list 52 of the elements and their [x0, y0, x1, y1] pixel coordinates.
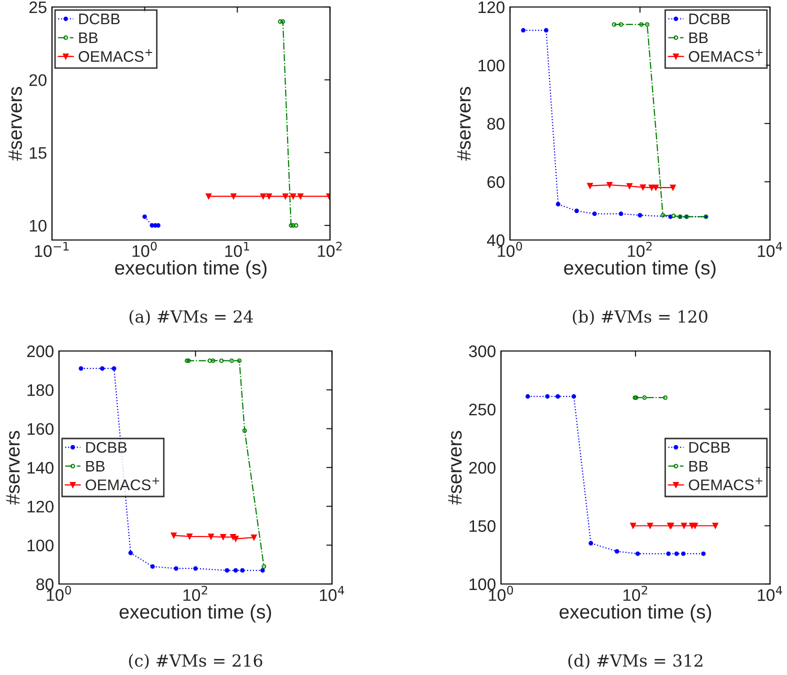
y-axis-title: #servers — [8, 86, 22, 161]
legend-label: BB — [86, 460, 105, 472]
text: (c) #VMs = 216 — [129, 654, 262, 670]
legend-label: DCBB — [689, 442, 730, 453]
legend-label: DCBB — [689, 14, 730, 24]
x-tick-label: 10$^{2}$ — [628, 242, 652, 257]
x-tick-label: 10$^{2}$ — [318, 242, 342, 257]
y-tick-label: 10 — [30, 220, 46, 232]
x-axis-title: execution time (s) — [560, 604, 712, 623]
x-tick-label: 10$^{4}$ — [758, 586, 782, 601]
y-tick-label: 180 — [28, 384, 54, 396]
legend-label: OEMACS$^{+}$ — [688, 49, 762, 62]
legend-label: BB — [689, 460, 708, 472]
y-tick-label: 100 — [478, 60, 504, 72]
y-axis-title: #servers — [448, 430, 462, 505]
legend-label: DCBB — [79, 14, 120, 24]
y-tick-label: 250 — [469, 404, 496, 416]
legend-label: OEMACS$^{+}$ — [688, 478, 762, 490]
x-tick-label: 10$^{2}$ — [183, 586, 208, 601]
x-tick-label: 10$^{2}$ — [623, 586, 648, 601]
x-tick-label: 10$^{4}$ — [320, 586, 344, 601]
y-tick-label: 160 — [28, 423, 54, 435]
y-tick-label: 150 — [470, 520, 496, 532]
text: (a) #VMs = 24 — [130, 310, 253, 326]
x-axis-title: execution time (s) — [120, 604, 272, 623]
x-tick-label: 10$^{4}$ — [758, 242, 782, 257]
legend-label: DCBB — [86, 442, 127, 453]
y-tick-label: 100 — [28, 540, 54, 552]
y-axis-title: #servers — [6, 430, 20, 505]
y-tick-label: 60 — [487, 176, 504, 188]
x-axis-title: execution time (s) — [115, 260, 267, 279]
legend-label: OEMACS$^{+}$ — [78, 49, 152, 62]
y-tick-label: 15 — [30, 147, 46, 159]
y-tick-label: 200 — [469, 462, 496, 474]
text: (b) #VMs = 120 — [572, 310, 708, 326]
y-tick-label: 25 — [29, 1, 46, 14]
x-tick-label: 10$^{−1}$ — [35, 242, 69, 257]
y-tick-label: 140 — [28, 462, 54, 474]
x-axis-title: execution time (s) — [564, 260, 716, 279]
y-tick-label: 300 — [468, 345, 496, 358]
y-tick-label: 120 — [478, 1, 504, 14]
x-tick-label: 10$^{1}$ — [225, 242, 250, 257]
y-tick-label: 200 — [27, 345, 54, 358]
text: (d) #VMs = 312 — [568, 654, 702, 670]
x-tick-label: 10$^{0}$ — [132, 242, 157, 257]
legend-label: OEMACS$^{+}$ — [86, 478, 160, 490]
y-axis-title: #servers — [457, 86, 471, 161]
y-tick-label: 120 — [28, 500, 54, 513]
legend-label: BB — [79, 32, 98, 44]
legend-label: BB — [689, 32, 708, 44]
y-tick-label: 20 — [29, 74, 46, 86]
y-tick-label: 80 — [487, 118, 504, 130]
